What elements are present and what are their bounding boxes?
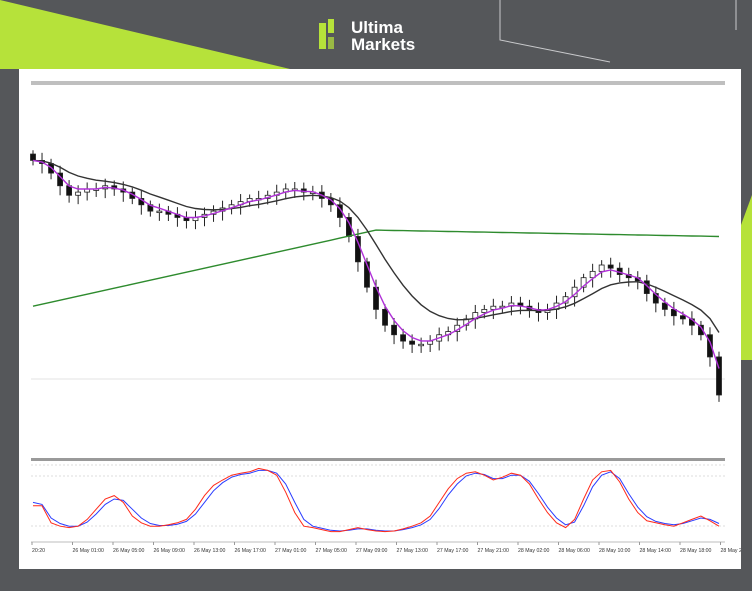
candle [427,335,434,352]
candle [165,205,172,222]
x-tick-label: 26 May 05:00 [113,548,145,554]
x-tick-label: 27 May 17:00 [437,548,469,554]
candle [652,286,659,313]
candle [156,203,163,221]
indicator-separator [31,458,725,461]
stochastic-group [32,467,720,533]
price-chart: 20:20 26 May 01:00 26 May 05:00 26 May 09:0… [30,81,742,554]
stoch-k-line [33,467,720,533]
x-tick-label: 20:20 [32,548,45,554]
candle [707,327,713,367]
x-tick-label: 26 May 13:00 [194,548,226,554]
candle [400,328,406,349]
candle [382,304,388,332]
x-tick-label: 28 May 22:00 [721,548,742,554]
brand-name: Ultima Markets [351,19,415,53]
stoch-d-line [32,469,720,532]
candle [336,197,343,228]
x-tick-label: 26 May 09:00 [154,548,186,554]
ma-mid-line [32,159,720,333]
x-tick-label: 28 May 02:00 [518,548,550,554]
ma-slow-line [32,229,720,307]
candle [598,260,605,278]
x-tick-label: 28 May 06:00 [559,548,591,554]
candle [138,190,145,215]
candle [93,182,100,197]
candle [535,302,542,322]
x-tick-label: 27 May 21:00 [478,548,510,554]
x-ticks-group: 20:20 26 May 01:00 26 May 05:00 26 May 09:0… [31,542,742,554]
ultima-markets-logo-icon [319,19,334,49]
candle [174,207,181,227]
x-tick-label: 28 May 14:00 [640,548,672,554]
chart-panel: 20:20 26 May 01:00 26 May 05:00 26 May 09:0… [19,69,741,569]
brand-logo: Ultima Markets [319,16,415,56]
candle [589,263,596,288]
accent-stripe-left [0,0,290,69]
x-tick-label: 27 May 09:00 [356,548,388,554]
candle [661,297,668,317]
candle [670,301,677,326]
overlays-group [32,159,720,369]
candle [183,211,190,229]
candle [391,318,397,345]
x-tick-label: 28 May 18:00 [680,548,712,554]
candle [689,311,695,336]
candle [544,303,551,320]
candle [625,267,632,287]
x-tick-label: 27 May 01:00 [275,548,307,554]
candle [147,200,154,217]
brand-name-line1: Ultima [351,18,403,37]
candle [490,298,497,320]
candle [57,165,63,196]
top-bar [31,81,725,85]
candle [580,273,587,293]
x-tick-label: 27 May 05:00 [316,548,348,554]
candle [84,182,91,201]
decor-line [499,0,611,63]
x-tick-label: 26 May 01:00 [73,548,105,554]
candle [607,257,614,278]
brand-name-line2: Markets [351,35,416,54]
candle [418,337,425,353]
candle [30,150,36,166]
x-tick-label: 28 May 10:00 [599,548,631,554]
x-tick-label: 27 May 13:00 [397,548,429,554]
candle [355,228,361,272]
x-tick-label: 26 May 17:00 [235,548,267,554]
candle [716,351,722,402]
ma-fast-line [32,159,720,369]
accent-stripe-right [741,195,752,360]
candle [192,210,199,230]
